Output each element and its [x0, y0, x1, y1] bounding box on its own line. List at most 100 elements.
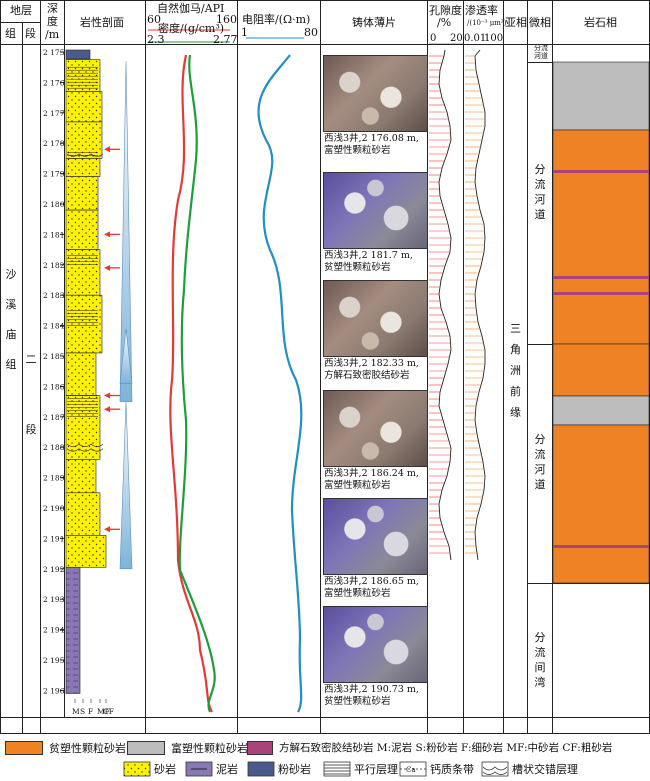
sandstone-bed — [65, 535, 107, 568]
legend-label-structure: 粉砂岩 — [278, 763, 311, 776]
ca-tag: Ca — [406, 766, 416, 774]
legend-label-structure: 钙质条带 — [430, 763, 474, 776]
porosity-label-2: /% — [437, 16, 452, 29]
grain-label: CF — [103, 707, 114, 716]
member-name: 二 段 — [25, 353, 37, 436]
arrow-head-icon — [104, 526, 110, 533]
gamma-label: 自然伽马/API — [157, 2, 225, 15]
depth-label: 2 187 — [43, 413, 65, 422]
thin-section-image — [323, 390, 428, 467]
gamma-max: 160 — [216, 13, 237, 26]
header-member: 段 — [25, 27, 36, 40]
legend-item-lithofacies: 方解石致密胶结砂岩 M:泥岩 S:粉砂岩 F:细砂岩 MF:中砂岩 CF:粗砂岩 — [247, 740, 612, 755]
thin-section-caption-location: 西浅3井,2 176.08 m, — [324, 133, 419, 144]
legend-label-structure: 槽状交错层理 — [512, 763, 578, 776]
depth-label: 2 196 — [43, 686, 65, 695]
trough-cross-bedding-icon — [481, 761, 509, 777]
sandstone-bed — [65, 121, 103, 159]
depth-label: 2 183 — [43, 291, 65, 300]
sandstone-bed — [65, 492, 101, 536]
siltstone-icon — [247, 761, 275, 777]
mudstone-icon — [185, 761, 213, 777]
sandstone-bed — [65, 294, 103, 354]
permeability-label-2: /(10⁻³ μm²) — [467, 19, 507, 27]
depth-label: 2 195 — [43, 656, 65, 665]
thin-section-image — [323, 55, 428, 132]
thin-section-caption-location: 西浅3井,2 181.7 m, — [324, 250, 413, 261]
thin-section-caption-rock: 富塑性颗粒砂岩 — [324, 588, 391, 599]
sandstone-bed — [65, 352, 97, 396]
gamma-min: 60 — [147, 13, 161, 26]
facies-orange — [552, 343, 650, 397]
thin-section-caption-rock: 贫塑性颗粒砂岩 — [324, 262, 391, 273]
thin-section-image — [323, 498, 428, 575]
header-depth-3: /m — [45, 28, 60, 41]
permeability-max: 100 — [484, 33, 504, 44]
permeability-label-1: 渗透率 — [465, 4, 498, 17]
cycle-triangle — [119, 328, 133, 384]
depth-label: 2 185 — [43, 352, 65, 361]
microfacies-header: 微相 — [529, 16, 551, 29]
sandstone-bed — [65, 249, 101, 296]
depth-label: 2 181 — [43, 230, 64, 239]
trough-cross-bedding-mark — [66, 443, 104, 447]
legend-label-structure: 砂岩 — [154, 763, 176, 776]
depth-label: 2 176 — [43, 78, 65, 87]
permeability-min: 0.01 — [464, 33, 487, 44]
gamma-curve — [169, 54, 213, 713]
porosity-max: 20 — [450, 33, 463, 44]
facies-gray — [552, 395, 650, 426]
thin-section-caption-rock: 富塑性颗粒砂岩 — [324, 145, 391, 156]
microfacies-1: 分流 河道 — [534, 44, 548, 60]
resistivity-label: 电阻率/(Ω·m) — [242, 13, 311, 26]
header-lithology-profile: 岩性剖面 — [80, 16, 124, 29]
density-label: 密度/(g/cm³) — [158, 22, 225, 35]
depth-label: 2 184 — [43, 322, 65, 331]
thin-section-caption-rock: 方解石致密胶结砂岩 — [324, 370, 410, 381]
depth-label: 2 192 — [43, 565, 65, 574]
sandstone-bed — [65, 459, 97, 494]
microfacies-2: 分 流 河 道 — [534, 163, 546, 221]
subfacies-header: 亚相 — [505, 16, 527, 29]
cycle-triangle — [119, 401, 133, 570]
arrow-head-icon — [104, 231, 110, 238]
arrow-head-icon — [104, 392, 110, 399]
grain-label: MF — [97, 707, 110, 716]
depth-label: 2 193 — [43, 595, 65, 604]
depth-label: 2 179 — [43, 170, 65, 179]
grain-label: F — [88, 707, 93, 716]
depth-label: 2 188 — [43, 443, 65, 452]
resistivity-curve — [257, 54, 303, 713]
arrow-head-icon — [104, 146, 110, 153]
legend-item-lithofacies: 富塑性颗粒砂岩 — [127, 740, 248, 756]
calcareous-band-icon: Ca — [399, 761, 427, 777]
legend-swatch — [247, 740, 273, 755]
resistivity-min: 1 — [241, 26, 248, 39]
density-curve — [178, 54, 216, 713]
depth-label: 2 178 — [43, 139, 65, 148]
thin-section-image — [323, 280, 428, 357]
header-depth-2: 度 — [47, 15, 58, 28]
legend-item-lithofacies: 贫塑性颗粒砂岩 — [5, 740, 126, 756]
lithofacies-header: 岩石相 — [584, 16, 617, 29]
density-max: 2.77 — [213, 33, 238, 46]
thin-section-header: 铸体薄片 — [352, 16, 396, 29]
header-formation: 组 — [5, 27, 16, 40]
parallel-bedding-icon — [323, 761, 351, 777]
depth-label: 2 194 — [43, 626, 65, 635]
legend-label: 贫塑性颗粒砂岩 — [49, 742, 126, 755]
depth-label: 2 175 — [43, 48, 65, 57]
porosity-curve — [438, 49, 452, 561]
porosity-min: 0 — [430, 33, 437, 44]
sandstone-bed — [65, 395, 101, 460]
depth-label: 2 190 — [43, 504, 65, 513]
microfacies-4: 分 流 间 湾 — [534, 631, 546, 689]
facies-purple-band — [553, 170, 649, 173]
facies-orange — [552, 129, 650, 345]
legend-swatch — [127, 741, 165, 755]
subfacies-name: 三 角 洲 前 缘 — [510, 322, 521, 419]
facies-orange — [552, 424, 650, 584]
thin-section-caption-location: 西浅3井,2 186.24 m, — [324, 468, 419, 479]
trough-cross-bedding-mark — [66, 448, 104, 452]
